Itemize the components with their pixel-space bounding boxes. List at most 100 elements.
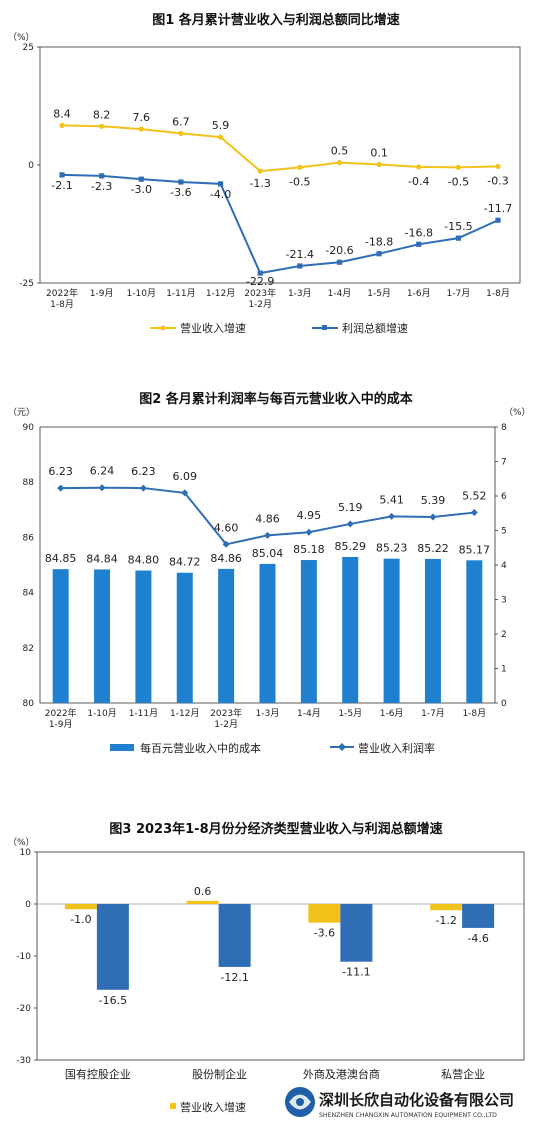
chart-2-line-label: 4.95 — [297, 509, 322, 522]
chart-2-ytick-right: 5 — [501, 527, 507, 537]
chart-2-bar-label: 85.29 — [334, 540, 366, 553]
chart-2-title: 图2 各月累计利润率与每百元营业收入中的成本 — [139, 391, 413, 407]
chart-1-point — [178, 130, 184, 136]
chart-3-bar-label: -1.2 — [435, 914, 456, 927]
chart-1-data-label: 5.9 — [212, 119, 230, 132]
chart-1-data-label: -1.3 — [249, 177, 270, 190]
chart-1-point — [376, 161, 382, 168]
chart-2-legend: 每百元营业收入中的成本 营业收入利润率 — [110, 741, 435, 755]
chart-2-xtick: 1-5月 — [338, 708, 362, 719]
chart-1-series-line-0 — [61, 124, 499, 173]
chart-2-point — [139, 484, 147, 492]
chart-2-bar-label: 84.84 — [86, 552, 118, 565]
chart-2-ytick-right: 7 — [501, 458, 507, 468]
chart-2-ytick-right: 4 — [501, 561, 507, 571]
chart-1-legend: 营业收入增速 利润总额增速 — [150, 321, 408, 335]
chart-2-legend-cost: 每百元营业收入中的成本 — [140, 741, 261, 755]
chart-1-data-label: 6.7 — [172, 115, 190, 128]
chart-3-bar-label: -1.0 — [70, 913, 91, 926]
chart-1-plot-area — [39, 46, 521, 284]
chart-1-title: 图1 各月累计营业收入与利润总额同比增速 — [152, 12, 400, 28]
chart-3: 图3 2023年1-8月份分经济类型营业收入与利润总额增速 （%） 10 0 -10… — [8, 821, 551, 1121]
chart-3-bar-label: 0.6 — [194, 885, 212, 898]
chart-2-ytick-right: 6 — [501, 492, 507, 502]
chart-2-legend-margin: 营业收入利润率 — [358, 741, 435, 755]
chart-2-bar — [176, 572, 193, 703]
chart-2-point — [429, 513, 437, 521]
chart-1-series-line-1 — [61, 173, 499, 275]
chart-1-data-label: 0.5 — [331, 145, 349, 158]
company-watermark: 深圳长欣自动化设备有限公司 SHENZHEN CHANGXIN AUTOMATI… — [278, 1084, 551, 1121]
chart-1-ytick: 25 — [23, 43, 34, 53]
chart-2-line-label: 5.19 — [338, 501, 363, 514]
chart-2-point — [470, 509, 478, 517]
chart-3-ytick: -10 — [16, 952, 31, 962]
chart-2-unit-right: （%） — [504, 407, 531, 418]
chart-2-ytick-left: 90 — [23, 423, 35, 433]
chart-3-xtick: 国有控股企业 — [65, 1067, 131, 1081]
chart-1: 图1 各月累计营业收入与利润总额同比增速 （%） 25 0 -25 2022年 1-8… — [8, 12, 521, 335]
chart-1-point — [495, 217, 501, 223]
chart-1-data-label: 0.1 — [370, 147, 388, 160]
chart-2-line-label: 4.86 — [255, 512, 280, 525]
chart-1-xtick: 1-4月 — [328, 288, 352, 299]
chart-2: 图2 各月累计利润率与每百元营业收入中的成本 （元） （%） 90 88 86 84 8… — [8, 391, 531, 755]
chart-1-point — [297, 164, 303, 170]
chart-2-xtick: 1-11月 — [129, 708, 158, 719]
chart-1-xtick: 1-6月 — [407, 288, 431, 299]
chart-3-bar-label: -12.1 — [220, 971, 248, 984]
chart-1-xtick: 1-7月 — [447, 288, 471, 299]
chart-1-legend-revenue: 营业收入增速 — [180, 321, 246, 335]
chart-2-unit-left: （元） — [8, 407, 35, 418]
chart-3-ytick: 10 — [20, 848, 32, 858]
chart-1-point — [336, 160, 343, 166]
chart-2-bar-label: 85.04 — [252, 547, 284, 560]
chart-1-data-label: -11.7 — [484, 202, 512, 215]
chart-2-point — [181, 489, 189, 497]
chart-1-xtick: 1-10月 — [127, 288, 156, 299]
chart-2-bar-label: 84.86 — [210, 552, 242, 565]
chart-2-ytick-right: 3 — [501, 596, 507, 606]
chart-3-bar — [218, 904, 251, 967]
chart-1-data-label: 8.2 — [93, 108, 111, 121]
chart-2-ytick-left: 88 — [23, 478, 35, 488]
chart-1-point — [59, 172, 65, 178]
chart-2-bar — [424, 558, 441, 703]
chart-2-bar-label: 85.23 — [376, 542, 408, 555]
chart-2-line-label: 6.09 — [173, 470, 198, 483]
chart-3-bar-label: -16.5 — [99, 994, 127, 1007]
chart-1-data-label: -20.6 — [325, 244, 353, 257]
company-name: 深圳长欣自动化设备有限公司 — [319, 1091, 514, 1109]
chart-2-xtick: 1-7月 — [421, 708, 445, 719]
chart-3-bar-label: -4.6 — [467, 932, 488, 945]
chart-2-line-label: 6.24 — [90, 465, 115, 478]
chart-2-bar-label: 84.72 — [169, 556, 201, 569]
chart-1-point — [138, 176, 144, 182]
chart-2-bar — [52, 569, 69, 703]
chart-1-data-label: -0.5 — [289, 175, 310, 188]
chart-3-bar-label: -11.1 — [342, 966, 370, 979]
chart-2-point — [264, 531, 271, 539]
chart-2-bar — [135, 570, 152, 703]
chart-3-bar — [462, 904, 495, 928]
chart-1-data-label: -0.4 — [408, 175, 429, 188]
chart-2-point — [222, 540, 230, 548]
chart-3-ytick: 0 — [25, 900, 31, 910]
chart-2-ytick-left: 86 — [23, 533, 35, 543]
chart-2-line-label: 4.60 — [214, 521, 239, 534]
chart-1-data-label: -21.4 — [286, 248, 314, 261]
chart-1-data-label: -18.8 — [365, 236, 393, 249]
chart-2-bar-label: 85.17 — [459, 543, 491, 556]
chart-2-ytick-right: 2 — [501, 630, 507, 640]
chart-2-bar — [259, 563, 276, 703]
chart-1-xtick: 1-11月 — [166, 288, 195, 299]
chart-3-xtick: 私营企业 — [441, 1067, 485, 1081]
chart-1-data-label: -2.3 — [91, 180, 112, 193]
chart-2-ytick-right: 1 — [501, 665, 507, 675]
chart-1-point — [99, 123, 105, 129]
chart-1-point — [376, 251, 382, 257]
chart-1-point — [178, 179, 184, 185]
chart-2-line-label: 5.41 — [379, 493, 404, 506]
chart-2-ytick-left: 84 — [23, 589, 35, 599]
chart-2-bar — [94, 569, 111, 703]
